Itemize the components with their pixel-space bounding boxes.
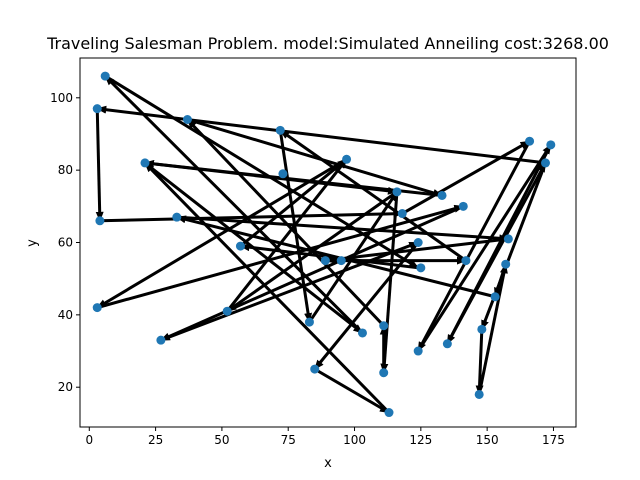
city-point bbox=[384, 408, 394, 418]
chart-title: Traveling Salesman Problem. model:Simula… bbox=[46, 34, 609, 53]
city-point bbox=[503, 234, 513, 244]
route-edge bbox=[446, 162, 547, 345]
route-edge bbox=[239, 158, 348, 248]
route-edge bbox=[416, 143, 553, 352]
route-edge bbox=[96, 204, 465, 310]
city-point bbox=[490, 292, 500, 302]
x-tick-label: 150 bbox=[476, 433, 499, 447]
route-edge bbox=[239, 243, 419, 270]
route-edge bbox=[226, 158, 348, 313]
route-edge bbox=[380, 191, 399, 374]
x-axis: 0 25 50 75 100 125 150 175 bbox=[85, 427, 565, 447]
city-point bbox=[546, 140, 556, 150]
city-point bbox=[357, 328, 367, 338]
route-edge bbox=[324, 237, 509, 264]
route-edges bbox=[95, 74, 553, 414]
city-point bbox=[379, 321, 389, 331]
city-point bbox=[525, 136, 535, 146]
route-edge bbox=[176, 215, 510, 243]
route-edge bbox=[308, 191, 399, 323]
y-axis-label: y bbox=[25, 239, 40, 247]
city-point bbox=[379, 368, 389, 378]
route-edge bbox=[226, 190, 398, 313]
route-edge bbox=[477, 263, 508, 395]
route-edge bbox=[401, 139, 531, 215]
city-point bbox=[416, 263, 426, 273]
route-edge bbox=[104, 74, 420, 270]
city-point bbox=[100, 71, 110, 81]
x-axis-label: x bbox=[324, 456, 332, 471]
x-tick-label: 0 bbox=[85, 433, 93, 447]
city-point bbox=[310, 364, 320, 374]
city-point bbox=[458, 201, 468, 211]
city-point bbox=[540, 158, 550, 168]
city-point bbox=[156, 335, 166, 345]
city-point bbox=[413, 238, 423, 247]
city-point bbox=[275, 125, 285, 135]
city-point bbox=[95, 216, 105, 226]
route-edge bbox=[95, 108, 104, 222]
city-point bbox=[235, 241, 245, 251]
route-edge bbox=[143, 161, 391, 414]
route-edge bbox=[96, 105, 546, 165]
route-edge bbox=[475, 329, 484, 396]
city-point bbox=[442, 339, 452, 349]
city-point bbox=[320, 256, 330, 266]
city-point bbox=[392, 187, 402, 197]
y-axis: 20 40 60 80 100 bbox=[50, 91, 80, 394]
y-tick-label: 80 bbox=[58, 163, 73, 177]
y-tick-label: 100 bbox=[50, 91, 73, 105]
route-edge bbox=[279, 129, 467, 262]
x-tick-label: 100 bbox=[343, 433, 366, 447]
city-point bbox=[437, 190, 447, 200]
x-tick-label: 25 bbox=[148, 433, 163, 447]
city-point bbox=[474, 389, 484, 399]
city-point bbox=[413, 346, 423, 356]
city-point bbox=[342, 154, 352, 164]
x-tick-label: 50 bbox=[214, 433, 229, 447]
city-point bbox=[172, 212, 182, 222]
city-point bbox=[304, 317, 314, 327]
route-edge bbox=[96, 158, 348, 309]
route-edge bbox=[480, 162, 547, 331]
route-edge bbox=[493, 263, 508, 298]
y-tick-label: 20 bbox=[58, 380, 73, 394]
route-edge bbox=[416, 140, 531, 352]
y-tick-label: 40 bbox=[58, 308, 73, 322]
city-points bbox=[92, 71, 556, 418]
route-edge bbox=[313, 241, 420, 371]
city-point bbox=[222, 306, 232, 316]
y-tick-label: 60 bbox=[58, 236, 73, 250]
x-tick-label: 125 bbox=[409, 433, 432, 447]
route-edge bbox=[313, 367, 390, 414]
route-edge bbox=[159, 204, 464, 342]
city-point bbox=[336, 256, 346, 266]
route-edge bbox=[186, 118, 444, 197]
x-tick-label: 75 bbox=[281, 433, 296, 447]
city-point bbox=[182, 115, 192, 124]
city-point bbox=[92, 303, 102, 313]
route-edge bbox=[186, 118, 385, 327]
city-point bbox=[140, 158, 150, 168]
city-point bbox=[501, 259, 511, 269]
route-edge bbox=[104, 75, 364, 335]
route-edge bbox=[160, 241, 420, 342]
city-point bbox=[477, 324, 487, 334]
city-point bbox=[92, 104, 102, 114]
city-point bbox=[278, 169, 288, 179]
x-tick-label: 175 bbox=[542, 433, 565, 447]
city-point bbox=[397, 209, 407, 219]
city-point bbox=[461, 256, 471, 266]
